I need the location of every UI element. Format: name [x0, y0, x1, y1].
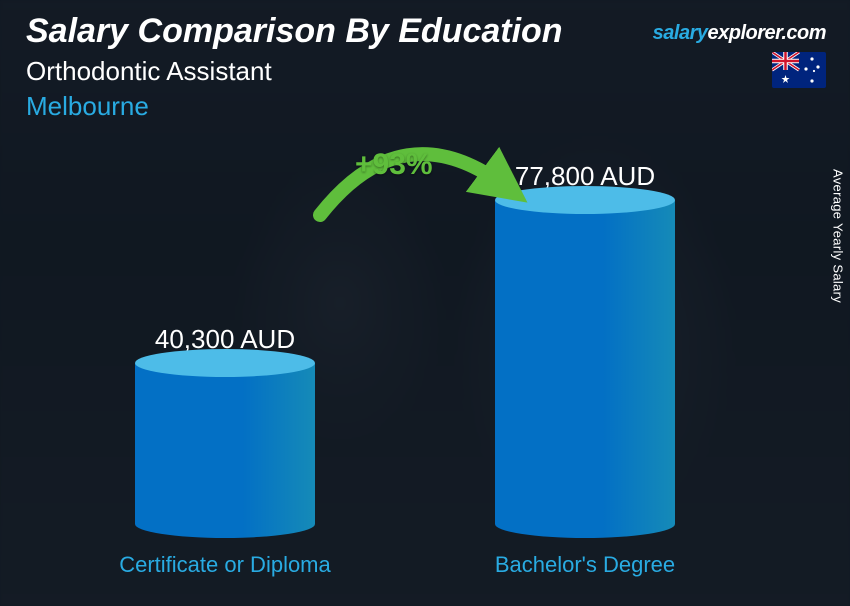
location-label: Melbourne [26, 91, 830, 122]
y-axis-label: Average Yearly Salary [831, 169, 846, 303]
bar-label-1: Bachelor's Degree [475, 552, 695, 578]
bar-1 [495, 200, 675, 538]
australia-flag-icon [772, 52, 826, 88]
bar-label-0: Certificate or Diploma [115, 552, 335, 578]
watermark-part2: explorer [707, 22, 781, 44]
watermark-logo: salaryexplorer.com [653, 22, 826, 45]
bar-group-0: 40,300 AUD [115, 324, 335, 538]
infographic-container: Salary Comparison By Education Orthodont… [0, 0, 850, 606]
bar-body-0 [135, 363, 315, 538]
watermark-suffix: .com [781, 22, 826, 44]
bar-top-0 [135, 349, 315, 377]
job-title: Orthodontic Assistant [26, 56, 830, 87]
labels-row: Certificate or Diploma Bachelor's Degree [0, 552, 810, 578]
bar-0 [135, 363, 315, 538]
bar-body-1 [495, 200, 675, 538]
watermark-part1: salary [653, 22, 708, 44]
percent-increase-badge: +93% [355, 148, 433, 182]
